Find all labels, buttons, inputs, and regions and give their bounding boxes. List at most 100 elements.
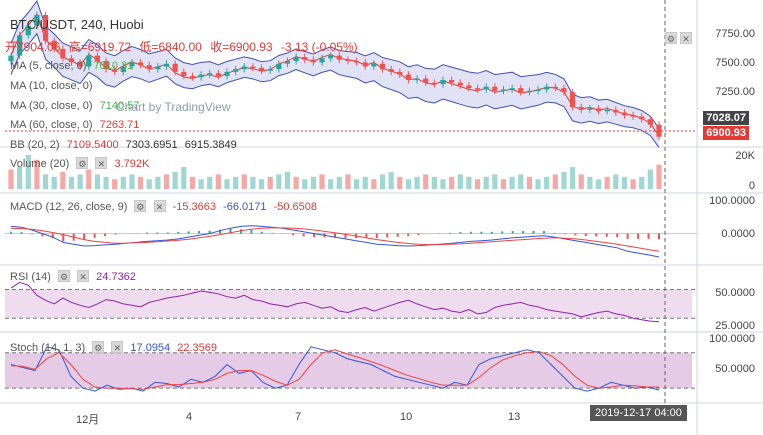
volume-bar xyxy=(34,159,40,189)
volume-tick: 0 xyxy=(748,180,755,192)
volume-bar xyxy=(500,179,507,189)
candle-body xyxy=(94,55,100,62)
settings-icon[interactable]: ⚙ xyxy=(665,32,677,44)
candle-body xyxy=(319,58,325,63)
candle-body xyxy=(354,61,360,63)
bb-label: BB (20, 2) xyxy=(10,139,60,151)
candle-body xyxy=(51,40,57,49)
candle-body xyxy=(431,82,437,85)
candle-body xyxy=(34,15,40,26)
tradingview-watermark[interactable]: Chart by TradingView xyxy=(116,100,231,114)
volume-bar xyxy=(189,176,196,189)
bb-lower: 6915.3849 xyxy=(184,139,237,151)
volume-bar xyxy=(129,174,135,189)
macd-signal-line xyxy=(10,227,660,252)
volume-bar xyxy=(207,176,213,189)
legend-stoch[interactable]: Stoch (14, 1, 3) ⚙ ✕ 17.0954 22.3569 xyxy=(10,341,221,355)
candle-body xyxy=(379,63,386,70)
candle-body xyxy=(535,89,541,91)
close-icon[interactable]: ✕ xyxy=(77,270,90,282)
volume-bar xyxy=(595,179,602,189)
volume-bar xyxy=(267,176,273,189)
change-value: -3.13 (-0.05%) xyxy=(280,40,358,54)
volume-bar xyxy=(552,174,558,189)
candle-body xyxy=(198,74,204,78)
time-tick: 13 xyxy=(508,411,521,423)
close-icon[interactable]: ✕ xyxy=(95,157,108,169)
candle-body xyxy=(328,55,334,59)
bb-middle: 7303.6951 xyxy=(125,139,178,151)
candle-body xyxy=(77,62,83,67)
volume-bar xyxy=(431,176,437,189)
candle-body xyxy=(518,88,524,93)
ohlc-readout: 开7904.06 高=6919.72 低=6840.00 收=6900.93 -… xyxy=(5,38,363,55)
close-icon[interactable]: ✕ xyxy=(111,341,124,353)
close-icon[interactable]: ✕ xyxy=(680,32,692,44)
candle-body xyxy=(8,55,14,62)
candle-body xyxy=(578,107,584,110)
candle-body xyxy=(224,71,230,76)
settings-icon[interactable]: ⚙ xyxy=(76,157,89,169)
legend-volume[interactable]: Volume (20) ⚙ ✕ 3.792K xyxy=(10,157,153,171)
candle-body xyxy=(647,119,653,125)
ma3-value: 7263.71 xyxy=(99,119,140,131)
volume-bar xyxy=(284,171,291,189)
rsi-band xyxy=(5,289,692,319)
macd-hist-value: -15.3663 xyxy=(172,201,216,213)
candle-body xyxy=(60,48,66,59)
volume-bar xyxy=(25,154,31,189)
candle-body xyxy=(163,63,170,67)
candle-body xyxy=(181,71,187,76)
candle-body xyxy=(284,61,291,64)
volume-bar xyxy=(155,176,161,189)
legend-rsi[interactable]: RSI (14) ⚙ ✕ 24.7362 xyxy=(10,270,140,284)
volume-bar xyxy=(397,176,403,189)
volume-bar xyxy=(138,176,144,189)
volume-bar xyxy=(120,176,126,189)
stoch-tick: 50.0000 xyxy=(715,363,755,375)
legend-macd[interactable]: MACD (12, 26, close, 9) ⚙ ✕ -15.3663 -66… xyxy=(10,200,321,214)
volume-bar xyxy=(423,174,429,189)
volume-bar xyxy=(388,171,394,189)
volume-bar xyxy=(466,176,472,189)
candle-body xyxy=(146,65,152,70)
volume-bar xyxy=(181,167,187,189)
volume-bar xyxy=(613,174,619,189)
symbol-title: BTC/USDT, 240, Huobi xyxy=(10,17,144,32)
candle-body xyxy=(492,86,498,91)
legend-ma3[interactable]: MA (30, close, 0) 7140.57 xyxy=(10,100,143,113)
ma2-value: 7140.57 xyxy=(99,100,140,112)
volume-bar xyxy=(336,176,342,189)
legend-ma1[interactable]: MA (5, close, 0) 7010.31 xyxy=(10,60,137,73)
candle-body xyxy=(215,73,221,76)
volume-bar xyxy=(310,176,316,189)
moving-average-line xyxy=(10,13,660,137)
volume-tick: 20K xyxy=(735,150,755,162)
candle-body xyxy=(276,63,282,70)
candle-body xyxy=(336,55,342,60)
candle-body xyxy=(397,71,403,75)
volume-bar xyxy=(86,169,92,189)
settings-icon[interactable]: ⚙ xyxy=(134,200,147,212)
volume-bar xyxy=(483,176,489,189)
volume-bar xyxy=(405,179,412,189)
volume-bar xyxy=(112,179,118,189)
volume-bar xyxy=(103,176,109,189)
candle-body xyxy=(68,58,75,63)
volume-bar xyxy=(319,174,325,189)
candle-body xyxy=(189,75,196,78)
legend-ma2[interactable]: MA (10, close, 0) xyxy=(10,80,97,93)
candle-body xyxy=(86,55,92,67)
candle-body xyxy=(414,78,420,81)
candle-body xyxy=(267,69,273,71)
legend-ma4[interactable]: MA (60, close, 0) 7263.71 xyxy=(10,119,143,132)
volume-bar xyxy=(68,176,75,189)
settings-icon[interactable]: ⚙ xyxy=(92,341,105,353)
volume-value: 3.792K xyxy=(114,158,150,170)
candle-body xyxy=(310,59,316,63)
legend-bb[interactable]: BB (20, 2) 7109.5400 7303.6951 6915.3849 xyxy=(10,139,241,152)
settings-icon[interactable]: ⚙ xyxy=(58,270,71,282)
close-icon[interactable]: ✕ xyxy=(153,200,166,212)
candle-body xyxy=(129,62,135,67)
